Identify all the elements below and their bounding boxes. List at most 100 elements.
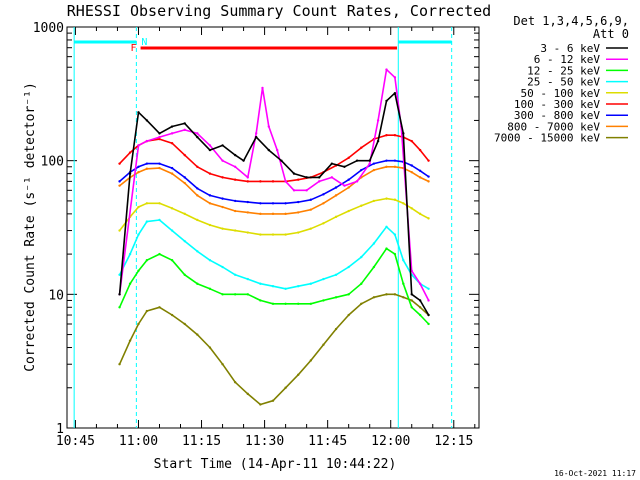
series-point [372,162,376,165]
series-point [170,313,174,317]
series-point [297,211,300,214]
series-point [170,132,174,135]
series-point [334,194,338,197]
series-point [158,166,161,170]
series-point [158,132,161,135]
series-point [254,135,258,139]
series-point [292,172,296,175]
series-group [118,293,430,406]
series-point [118,273,121,277]
series-point [418,313,422,317]
series-point [368,159,371,162]
series-point [158,306,161,309]
series-point [410,170,413,174]
series-point [221,159,224,162]
series-point [410,139,413,143]
series-point [137,322,140,326]
series-point [271,302,275,305]
x-axis-label: Start Time (14-Apr-11 10:44:22) [154,457,397,472]
series-point [145,167,149,170]
series-point [393,293,397,296]
y-axis-ticks: 1 10 100 1000 [33,21,479,437]
series-point [137,165,140,168]
series-point [393,252,397,256]
series-point [360,255,363,259]
series-point [393,76,397,79]
series-point [393,134,397,137]
series-point [427,217,430,220]
series-point [271,399,275,402]
series-point [309,359,313,362]
legend-label: 800 - 7000 keV [507,120,600,133]
series-point [372,168,376,172]
series-point [284,302,287,305]
series-point [208,287,212,291]
series-point [347,313,350,317]
series-point [170,166,174,170]
series-point [393,165,397,168]
x-tick-label: 11:00 [119,434,158,449]
series-point [246,211,249,214]
series-point [196,250,199,253]
series-point [276,148,279,152]
series-group [118,247,430,326]
series-point [145,139,149,143]
series-point [343,165,346,168]
series-point [305,176,308,179]
series-point [233,165,237,168]
series-line [118,293,430,406]
series-point [393,91,397,95]
series-point [145,162,149,165]
series-point [208,194,212,197]
series-point [297,373,300,377]
series-point [128,252,132,256]
series-point [418,148,422,152]
series-point [118,180,121,183]
series-point [372,242,376,245]
series-point [221,197,224,200]
series-point [360,204,363,207]
series-point [322,299,325,302]
series-point [385,247,388,250]
series-point [402,259,405,262]
series-line [118,219,430,290]
series-point [246,176,249,179]
series-point [385,197,388,200]
series-point [309,198,313,201]
series-point [284,386,287,389]
series-point [261,86,264,90]
series-point [196,165,199,168]
series-point [118,306,121,309]
series-point [196,282,199,285]
legend-label: 50 - 100 keV [521,87,601,100]
series-point [246,392,249,396]
series-point [418,212,422,216]
series-point [410,299,413,302]
series-point [402,296,405,299]
series-point [145,309,149,313]
series-point [334,273,338,277]
annotation-layer: FN [73,27,453,428]
series-point [271,202,275,205]
y-tick-label: 100 [41,155,64,170]
series-point [284,287,287,291]
series-point [385,99,388,103]
series-point [158,202,161,205]
series-point [196,135,199,139]
series-point [137,233,140,236]
series-layer [118,68,430,406]
series-point [183,176,186,179]
series-point [259,212,262,216]
series-point [128,151,132,154]
series-point [183,212,186,216]
series-point [347,156,350,160]
series-point [410,306,413,309]
legend-label: 300 - 800 keV [514,109,600,122]
x-tick-label: 12:15 [434,434,473,449]
series-group [118,165,430,216]
legend-label: 3 - 6 keV [540,42,600,55]
series-point [427,287,430,291]
series-point [309,282,313,285]
series-point [360,168,363,172]
series-point [242,159,245,162]
